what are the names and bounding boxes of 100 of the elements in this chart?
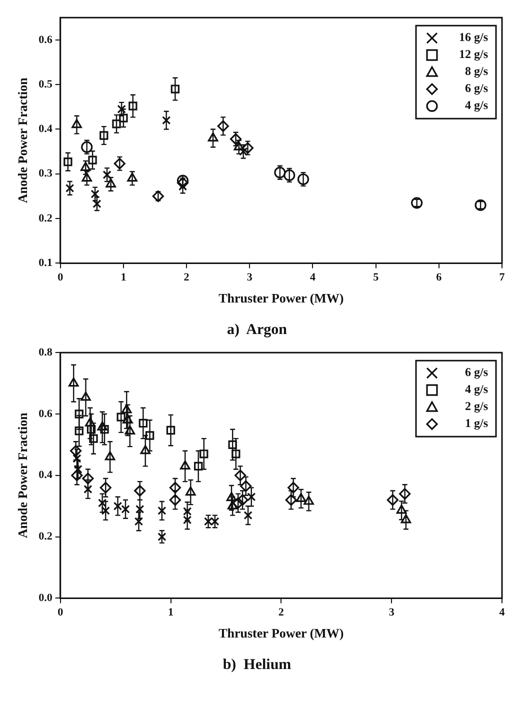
y-tick-label: 0.2 bbox=[38, 530, 53, 543]
point bbox=[166, 426, 176, 435]
point bbox=[81, 141, 93, 153]
point bbox=[127, 172, 138, 182]
x-axis-title: Thruster Power (MW) bbox=[218, 290, 344, 306]
y-tick-label: 0.3 bbox=[38, 168, 53, 180]
point bbox=[121, 404, 132, 414]
point bbox=[399, 488, 411, 500]
point bbox=[121, 504, 130, 514]
point bbox=[288, 482, 300, 494]
point bbox=[296, 492, 306, 502]
point bbox=[145, 431, 154, 440]
point bbox=[70, 445, 82, 457]
point bbox=[400, 514, 412, 524]
x-tick-label: 3 bbox=[246, 272, 253, 284]
x-tick-label: 4 bbox=[310, 272, 316, 284]
point bbox=[124, 425, 136, 434]
point bbox=[169, 494, 181, 506]
point bbox=[68, 378, 79, 387]
point bbox=[411, 197, 423, 209]
x-tick-label: 0 bbox=[58, 606, 64, 619]
point bbox=[86, 425, 96, 434]
point bbox=[285, 494, 297, 506]
point bbox=[74, 410, 84, 418]
point bbox=[297, 173, 310, 186]
point bbox=[82, 172, 92, 182]
y-tick-label: 0.1 bbox=[38, 257, 52, 270]
x-tick-label: 1 bbox=[168, 606, 174, 619]
point bbox=[194, 462, 203, 471]
point bbox=[158, 532, 166, 542]
point bbox=[100, 425, 109, 434]
point bbox=[64, 158, 72, 166]
point bbox=[234, 141, 244, 150]
point bbox=[138, 418, 148, 428]
x-tick-label: 2 bbox=[184, 272, 190, 284]
point bbox=[186, 486, 196, 496]
point bbox=[284, 169, 296, 182]
point bbox=[169, 482, 181, 494]
point bbox=[65, 184, 74, 193]
point bbox=[119, 114, 128, 122]
point bbox=[204, 517, 213, 526]
point bbox=[208, 132, 218, 142]
point bbox=[152, 190, 164, 202]
point bbox=[230, 133, 242, 145]
point bbox=[217, 120, 229, 132]
y-tick-label: 0.0 bbox=[38, 592, 53, 604]
point bbox=[274, 166, 286, 178]
point bbox=[134, 517, 144, 526]
point bbox=[89, 434, 98, 443]
legend-label: 6 g/s bbox=[464, 365, 488, 380]
point bbox=[158, 506, 166, 516]
x-tick-label: 0 bbox=[58, 272, 64, 284]
point bbox=[100, 482, 112, 494]
point bbox=[474, 199, 486, 211]
x-tick-label: 1 bbox=[120, 272, 126, 284]
point bbox=[97, 421, 108, 430]
y-tick-label: 0.6 bbox=[38, 34, 53, 46]
point bbox=[134, 484, 146, 497]
point bbox=[304, 496, 314, 505]
legend-label: 4 g/s bbox=[464, 98, 488, 112]
point bbox=[112, 120, 121, 128]
point bbox=[228, 440, 237, 450]
legend-label: 1 g/s bbox=[464, 416, 488, 430]
y-tick-label: 0.5 bbox=[38, 78, 53, 90]
point bbox=[180, 460, 190, 470]
y-axis-title: Anode Power Fraction bbox=[15, 76, 30, 204]
legend-label: 12 g/s bbox=[458, 47, 488, 62]
y-tick-label: 0.4 bbox=[38, 469, 53, 482]
legend-label: 2 g/s bbox=[464, 399, 488, 414]
y-axis-title: Anode Power Fraction bbox=[15, 412, 30, 538]
x-tick-label: 2 bbox=[278, 606, 284, 619]
point bbox=[240, 480, 252, 492]
text: a) Argon bbox=[227, 322, 288, 338]
y-tick-label: 0.2 bbox=[38, 212, 53, 224]
point bbox=[242, 142, 254, 154]
point bbox=[136, 504, 144, 514]
x-tick-label: 5 bbox=[373, 272, 380, 284]
point bbox=[80, 392, 91, 401]
legend-label: 4 g/s bbox=[464, 382, 488, 396]
point bbox=[236, 494, 248, 506]
point bbox=[386, 494, 398, 506]
point bbox=[71, 470, 83, 482]
point bbox=[74, 426, 84, 436]
x-tick-label: 6 bbox=[436, 272, 442, 284]
point bbox=[232, 450, 240, 458]
point bbox=[162, 116, 171, 125]
x-tick-label: 4 bbox=[499, 606, 506, 619]
y-tick-label: 0.8 bbox=[38, 346, 53, 358]
point bbox=[227, 500, 238, 510]
y-tick-label: 0.6 bbox=[38, 408, 53, 420]
legend-label: 6 g/s bbox=[464, 81, 488, 96]
point bbox=[396, 504, 407, 514]
point bbox=[82, 472, 94, 484]
point bbox=[116, 412, 126, 422]
point bbox=[170, 84, 180, 94]
point bbox=[88, 156, 97, 164]
legend-label: 16 g/s bbox=[458, 30, 488, 44]
x-tick-label: 3 bbox=[388, 606, 395, 619]
point bbox=[80, 162, 91, 171]
point bbox=[85, 417, 96, 427]
